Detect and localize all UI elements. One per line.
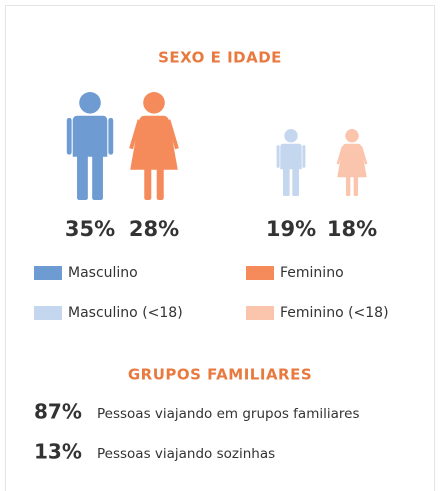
- section-title: GRUPOS FAMILIARES: [128, 366, 312, 384]
- leg: [92, 152, 103, 200]
- arm: [276, 145, 280, 168]
- arm: [108, 117, 114, 155]
- legend-label: Masculino: [68, 265, 138, 281]
- head: [284, 129, 298, 143]
- head: [79, 92, 101, 114]
- leg: [77, 152, 88, 200]
- row-label: Pessoas viajando sozinhas: [97, 446, 275, 462]
- dress: [130, 115, 178, 170]
- dress: [337, 143, 367, 178]
- person-icon: [276, 129, 306, 196]
- arm: [302, 145, 306, 168]
- arm: [166, 119, 179, 150]
- percentage: 19%: [266, 217, 316, 241]
- leg: [282, 166, 290, 196]
- percentage: 28%: [129, 217, 179, 241]
- row-percentage: 13%: [34, 440, 82, 464]
- torso: [280, 143, 302, 170]
- row-label: Pessoas viajando em grupos familiares: [97, 406, 359, 422]
- legend-label: Masculino (<18): [68, 305, 183, 321]
- leg: [144, 165, 152, 200]
- torso: [72, 115, 108, 157]
- leg: [345, 174, 351, 196]
- legend-label: Feminino: [280, 265, 344, 281]
- leg: [353, 174, 359, 196]
- person-icon: [66, 92, 114, 200]
- arm: [360, 145, 368, 165]
- leg: [156, 165, 164, 200]
- row-percentage: 87%: [34, 400, 82, 424]
- legend-swatch: [246, 306, 274, 320]
- head: [143, 92, 165, 114]
- card: [5, 5, 435, 491]
- legend-swatch: [34, 306, 62, 320]
- percentage: 35%: [65, 217, 115, 241]
- person-icon: [129, 92, 179, 200]
- leg: [292, 166, 300, 196]
- arm: [336, 145, 344, 165]
- legend-label: Feminino (<18): [280, 305, 389, 321]
- person-icon: [336, 129, 368, 196]
- legend-swatch: [246, 266, 274, 280]
- head: [345, 129, 359, 143]
- percentage: 18%: [327, 217, 377, 241]
- section-title: SEXO E IDADE: [158, 49, 282, 67]
- arm: [66, 117, 72, 155]
- legend-swatch: [34, 266, 62, 280]
- arm: [129, 119, 142, 150]
